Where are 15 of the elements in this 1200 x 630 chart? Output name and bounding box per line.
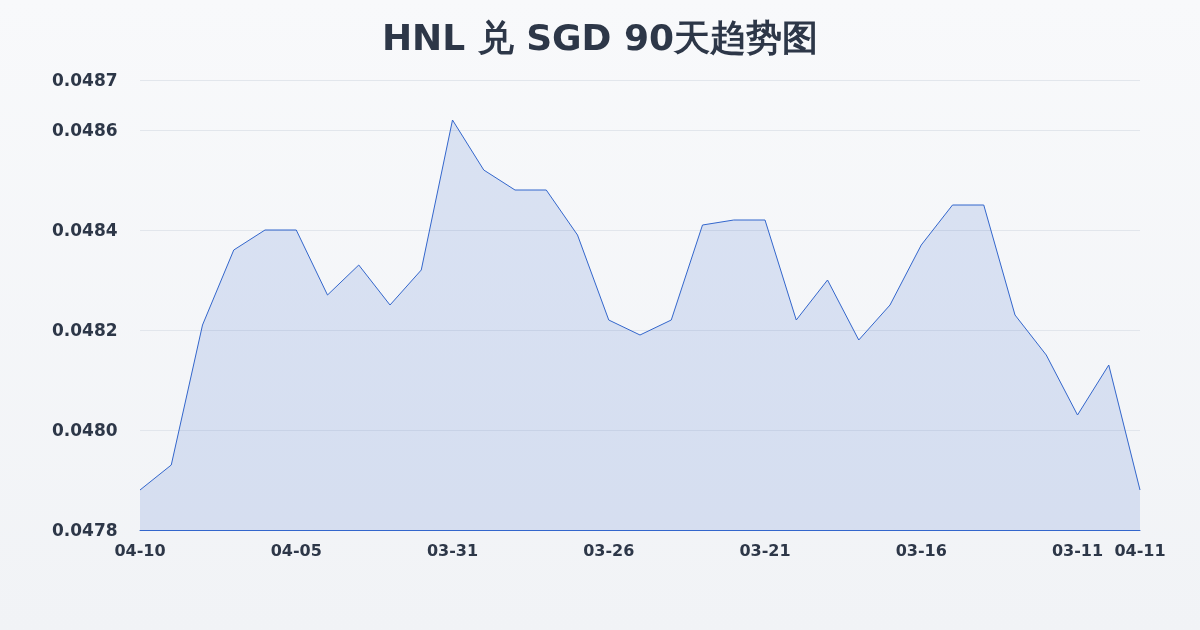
y-tick-label: 0.0482 [52, 320, 118, 340]
x-tick-label: 04-10 [114, 540, 166, 560]
x-tick-label: 03-21 [739, 540, 791, 560]
x-tick-label: 03-16 [895, 540, 947, 560]
y-tick-label: 0.0486 [52, 120, 118, 140]
x-tick-label: 03-11 [1051, 540, 1104, 560]
x-tick-label: 04-05 [270, 540, 322, 560]
chart-title: HNL 兑 SGD 90天趋势图 [381, 16, 819, 58]
y-tick-label: 0.0478 [52, 520, 118, 540]
x-tick-label: 03-31 [426, 540, 479, 560]
y-tick-label: 0.0484 [52, 220, 118, 240]
y-tick-label: 0.0480 [52, 420, 118, 440]
x-tick-label: 03-26 [583, 540, 635, 560]
x-tick-label: 04-11 [1114, 540, 1166, 560]
y-tick-label: 0.0487 [52, 70, 118, 90]
